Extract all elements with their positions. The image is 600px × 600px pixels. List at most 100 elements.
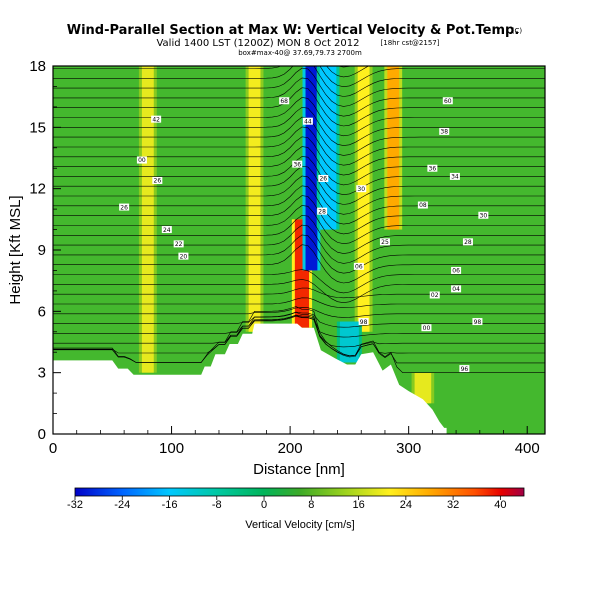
isentrope-label: 24 [163, 227, 171, 234]
colorbar-tick-label: -24 [114, 499, 130, 511]
velocity-feature [357, 66, 370, 332]
isentrope-line [53, 315, 545, 357]
isentrope-label: 06 [452, 268, 460, 275]
colorbar-tick-label: 32 [447, 499, 459, 511]
isentrope-line [53, 244, 545, 284]
y-tick-label: 12 [29, 181, 46, 198]
isentrope-label: 30 [480, 212, 488, 219]
isentrope-label-bg [449, 172, 460, 180]
isentrope-label: 96 [461, 366, 469, 373]
isentrope-line [53, 126, 545, 166]
isentrope-label: 36 [429, 165, 437, 172]
y-tick-label: 0 [38, 426, 46, 443]
isentrope-line [53, 66, 545, 88]
isentrope-line [53, 287, 545, 299]
y-tick-label: 9 [38, 242, 46, 259]
isentrope-label-bg [478, 211, 489, 219]
isentrope-label: 28 [318, 208, 326, 215]
isentrope-label: 60 [444, 98, 452, 105]
isentrope-label-bg [292, 160, 303, 168]
x-axis-label: Distance [nm] [253, 461, 345, 478]
x-axis: 0 100 200 300 400 [49, 426, 540, 457]
isentrope-label-bg [353, 262, 364, 270]
isentrope-label-bg [161, 226, 172, 234]
isentrope-label-bg [429, 291, 440, 299]
isentrope-line [53, 279, 545, 304]
chart-valid-line: Valid 1400 LST (1200Z) MON 8 Oct 2012 [156, 38, 359, 49]
isentrope-label-bg [462, 238, 473, 246]
isentrope-line [53, 311, 545, 328]
isentropes [53, 66, 545, 373]
isentrope-label-bg [427, 164, 438, 172]
velocity-feature [387, 66, 400, 230]
isentrope-label: 98 [474, 319, 482, 326]
y-axis: 0 3 6 9 12 15 18 [29, 58, 61, 443]
chart-title: Wind-Parallel Section at Max W: Vertical… [67, 23, 520, 38]
x-tick-label: 400 [515, 440, 540, 457]
isentrope-line [53, 156, 545, 196]
isentrope-label: 26 [319, 176, 327, 183]
terrain-mask [53, 323, 447, 434]
isentrope-label-bg [151, 115, 162, 123]
colorbar [74, 487, 525, 497]
isentrope-label: 25 [381, 239, 389, 246]
isentrope-label-bg [358, 318, 369, 326]
isentrope-label: 98 [360, 319, 368, 326]
isentrope-labels: 68 60 42 44 38 00 36 36 34 26 26 30 08 26 28 30 24 25 22 28… [119, 97, 489, 373]
velocity-feature [305, 66, 318, 271]
plot-area: 68 60 42 44 38 00 36 36 34 26 26 30 08 26 28 30 24 25 22 28… [53, 66, 545, 434]
isentrope-label: 20 [180, 253, 188, 260]
x-tick-label: 100 [159, 440, 184, 457]
isentrope-line [53, 307, 545, 318]
x-tick-label: 200 [278, 440, 303, 457]
isentrope-label-bg [417, 201, 428, 209]
chart-title-mark: (C) [512, 27, 523, 35]
y-tick-label: 6 [38, 303, 46, 320]
velocity-feature [339, 321, 359, 363]
colorbar-tick-label: 0 [261, 499, 267, 511]
isentrope-line [53, 269, 545, 294]
isentrope-line [53, 165, 545, 205]
isentrope-label: 36 [293, 161, 301, 168]
isentrope-label-bg [451, 285, 462, 293]
isentrope-label-bg [152, 176, 163, 184]
isentrope-label-bg [178, 252, 189, 260]
colorbar-tick-label: 16 [352, 499, 364, 511]
isentrope-line [53, 87, 545, 127]
isentrope-line [53, 97, 545, 137]
colorbar-tick-label: -32 [67, 499, 83, 511]
velocity-feature [319, 66, 337, 230]
isentrope-label-bg [451, 266, 462, 274]
velocity-feature [141, 66, 154, 373]
isentrope-label-bg [421, 324, 432, 332]
isentrope-label-bg [442, 97, 453, 105]
isentrope-label: 38 [440, 129, 448, 136]
velocity-feature [248, 66, 261, 332]
isentrope-label-bg [279, 97, 290, 105]
isentrope-label: 44 [304, 118, 312, 125]
isentrope-label-bg [317, 207, 328, 215]
isentrope-label-bg [136, 156, 147, 164]
isentrope-line [53, 214, 545, 254]
isentrope-line [53, 67, 545, 107]
y-axis-label: Height [Kft MSL] [7, 195, 24, 304]
isentrope-label-bg [119, 203, 130, 211]
colorbar-label: Vertical Velocity [cm/s] [245, 519, 354, 531]
chart-valid-tag: [18hr cst@2157] [381, 39, 440, 47]
isentrope-line [53, 297, 545, 308]
isentrope-label: 22 [175, 241, 183, 248]
colorbar-tick-label: 8 [308, 499, 314, 511]
velocity-feature [414, 372, 432, 404]
colorbar-tick-label: 40 [494, 499, 506, 511]
isentrope-label-bg [356, 185, 367, 193]
isentrope-label-bg [302, 117, 313, 125]
isentrope-line [53, 136, 545, 176]
isentrope-label-bg [459, 365, 470, 373]
isentrope-line [53, 116, 545, 156]
isentrope-label: 08 [419, 202, 427, 209]
isentrope-label: 68 [280, 98, 288, 105]
isentrope-label: 04 [452, 286, 460, 293]
isentrope-label: 42 [152, 116, 160, 123]
isentrope-line [53, 185, 545, 225]
isentrope-label-bg [318, 174, 329, 182]
